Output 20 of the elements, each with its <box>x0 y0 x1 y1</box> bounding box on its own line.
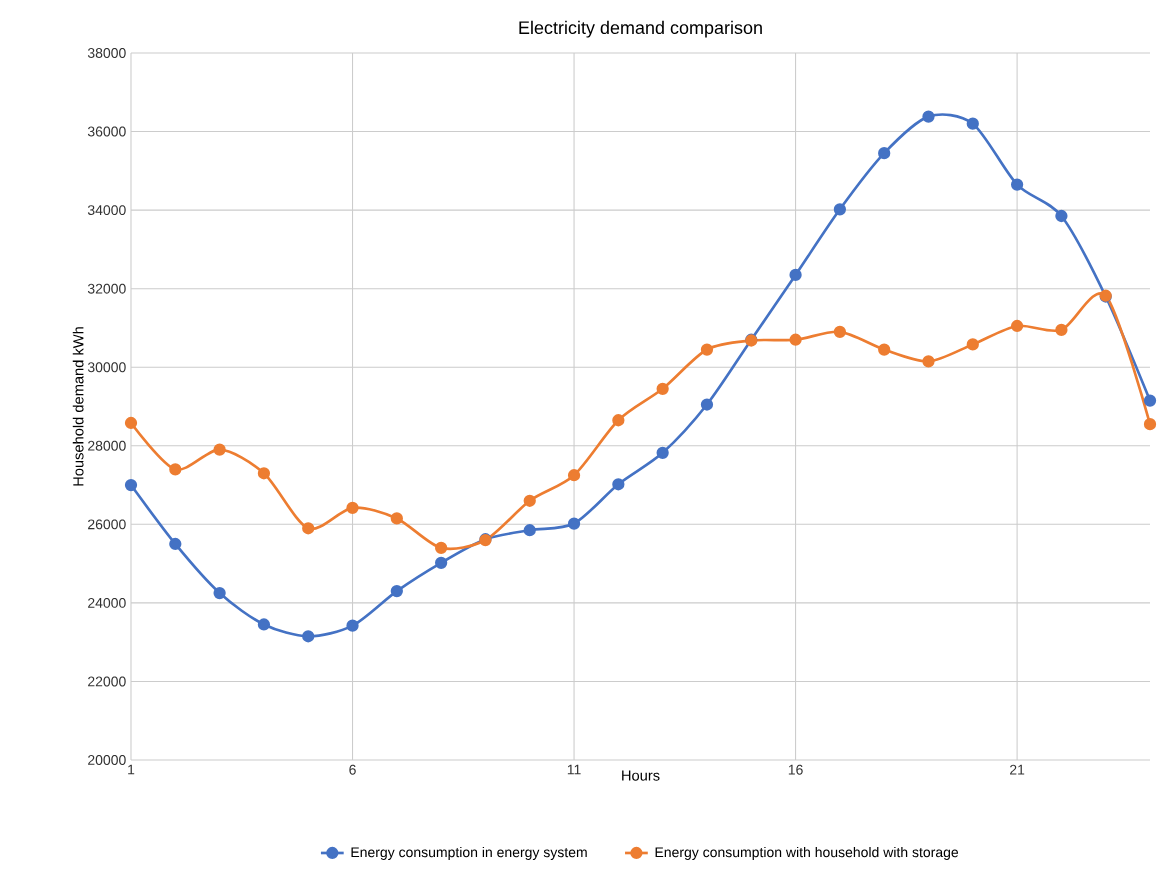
y-tick-label: 28000 <box>88 440 126 451</box>
y-tick-label: 30000 <box>87 362 126 373</box>
x-tick-label: 21 <box>1010 764 1025 775</box>
legend-label: Energy consumption in energy system <box>351 846 587 860</box>
x-tick-label: 16 <box>788 764 803 775</box>
y-tick-label: 26000 <box>88 519 126 530</box>
y-tick-label: 34000 <box>87 205 126 216</box>
y-tick-label: 36000 <box>87 126 126 137</box>
y-axis-title: Household demand kWh <box>72 327 84 486</box>
x-tick-label: 6 <box>349 764 356 775</box>
legend-label: Energy consumption with household with storage <box>655 846 959 860</box>
y-tick-label: 24000 <box>88 597 126 608</box>
y-tick-label: 38000 <box>87 48 126 58</box>
x-axis-title: Hours <box>622 770 660 781</box>
y-tick-label: 32000 <box>87 283 126 294</box>
x-tick-label: 1 <box>128 764 135 775</box>
x-tick-label: 11 <box>567 764 581 775</box>
y-tick-label: 20000 <box>88 755 126 765</box>
chart-title: Electricity demand comparison <box>519 20 762 38</box>
y-tick-label: 22000 <box>88 676 126 687</box>
